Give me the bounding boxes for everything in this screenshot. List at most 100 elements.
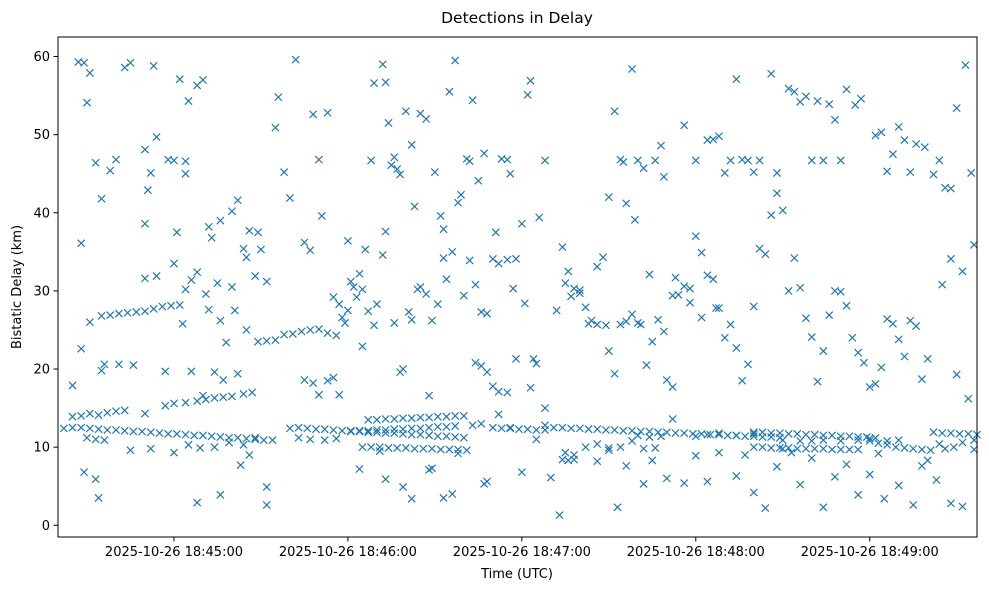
data-point <box>427 464 437 473</box>
data-point <box>813 97 822 106</box>
data-point <box>126 58 135 67</box>
data-point <box>390 429 399 438</box>
data-point <box>210 443 219 452</box>
data-point <box>651 443 660 452</box>
data-point <box>280 330 289 339</box>
data-point <box>91 158 100 167</box>
data-point <box>836 287 845 296</box>
data-point <box>442 275 451 284</box>
data-point <box>85 424 94 433</box>
data-point <box>520 299 529 308</box>
data-point <box>216 432 225 442</box>
data-point <box>497 424 506 433</box>
data-point <box>439 493 448 502</box>
data-point <box>219 393 228 402</box>
data-point <box>610 369 619 378</box>
data-point <box>367 443 376 452</box>
data-point <box>630 215 639 224</box>
data-point <box>146 168 155 177</box>
data-point <box>720 333 729 342</box>
data-point <box>616 443 625 452</box>
data-point <box>848 333 857 342</box>
data-point <box>262 500 271 509</box>
data-point <box>654 428 663 437</box>
data-point <box>448 247 457 256</box>
data-point <box>181 169 190 178</box>
data-point <box>451 432 460 442</box>
data-point <box>416 424 425 433</box>
data-point <box>714 132 724 141</box>
data-point <box>471 358 480 367</box>
data-point <box>532 359 541 368</box>
data-point <box>338 426 347 435</box>
data-point <box>120 63 129 72</box>
data-point <box>355 465 364 474</box>
data-point <box>364 426 373 435</box>
data-point <box>929 170 938 179</box>
data-point <box>642 361 651 370</box>
data-point <box>775 429 784 438</box>
data-point <box>459 291 468 300</box>
data-point <box>787 448 796 457</box>
data-point <box>880 494 889 503</box>
data-point <box>381 227 390 236</box>
data-point <box>320 425 329 434</box>
data-point <box>378 250 387 259</box>
data-point <box>732 75 741 84</box>
data-point <box>709 275 718 284</box>
data-point <box>227 392 236 401</box>
data-point <box>227 207 236 216</box>
data-point <box>593 457 602 466</box>
data-point <box>488 254 497 263</box>
data-point <box>77 411 86 420</box>
data-point <box>546 473 555 482</box>
data-point <box>964 429 973 438</box>
data-point <box>697 313 706 322</box>
data-points <box>59 55 982 520</box>
data-point <box>262 277 271 286</box>
data-point <box>535 213 544 222</box>
data-point <box>404 307 413 317</box>
data-point <box>604 347 613 356</box>
data-point <box>935 440 944 449</box>
data-point <box>396 170 405 179</box>
data-point <box>427 444 437 453</box>
data-point <box>152 132 161 142</box>
data-point <box>558 423 567 432</box>
data-point <box>845 445 854 454</box>
data-point <box>828 445 837 454</box>
data-point <box>416 282 425 292</box>
data-point <box>445 87 454 96</box>
data-point <box>807 156 816 165</box>
data-point <box>946 499 955 508</box>
data-point <box>851 100 860 109</box>
y-tick-label: 50 <box>33 128 50 143</box>
data-point <box>767 211 776 220</box>
data-point <box>477 307 486 317</box>
data-point <box>114 360 123 369</box>
data-point <box>784 443 793 452</box>
data-point <box>830 115 839 124</box>
data-point <box>636 320 645 329</box>
data-point <box>656 432 666 441</box>
data-point <box>732 472 741 481</box>
data-point <box>172 228 181 237</box>
data-point <box>575 286 584 295</box>
data-point <box>503 255 512 264</box>
data-point <box>946 184 955 193</box>
data-point <box>103 408 112 417</box>
data-point <box>251 433 260 442</box>
data-point <box>201 395 210 404</box>
data-point <box>242 253 251 262</box>
data-point <box>364 415 373 424</box>
data-point <box>796 436 805 445</box>
data-point <box>767 432 776 442</box>
data-point <box>181 398 190 407</box>
data-point <box>248 388 257 397</box>
data-point <box>332 434 341 443</box>
data-point <box>329 373 338 382</box>
data-point <box>477 361 486 370</box>
data-point <box>552 306 561 315</box>
data-point <box>439 225 448 234</box>
data-point <box>97 311 106 320</box>
